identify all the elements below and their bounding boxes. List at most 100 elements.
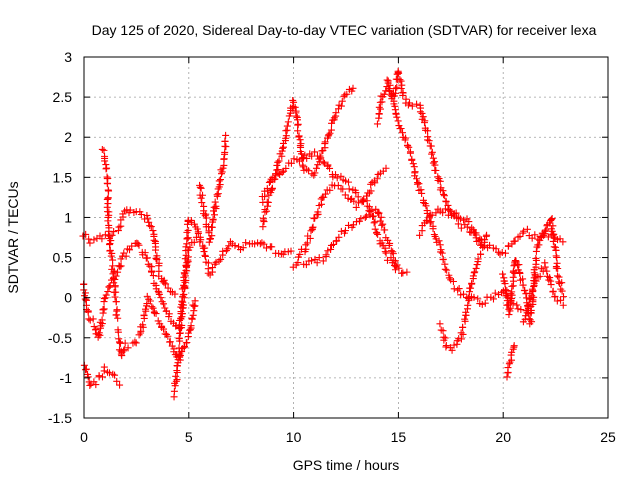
data-point-marker <box>157 294 165 302</box>
x-tick-label: 10 <box>286 429 302 445</box>
data-point-marker <box>197 184 205 192</box>
data-point-marker <box>442 343 450 351</box>
data-point-marker <box>107 252 115 260</box>
data-point-marker <box>86 239 94 247</box>
data-point-marker <box>200 248 208 256</box>
series-track-8 <box>259 84 357 231</box>
data-point-marker <box>333 174 341 182</box>
data-point-marker <box>191 297 199 305</box>
data-point-marker <box>504 364 512 372</box>
data-point-marker <box>140 312 148 320</box>
data-point-marker <box>540 231 548 239</box>
y-tick-label: 1.5 <box>53 169 73 185</box>
data-point-marker <box>424 127 432 135</box>
data-point-marker <box>448 346 456 354</box>
data-point-marker <box>95 329 103 337</box>
x-tick-label: 5 <box>185 429 193 445</box>
data-point-marker <box>472 264 480 272</box>
data-point-marker <box>441 205 449 213</box>
data-point-marker <box>289 96 297 104</box>
data-point-marker <box>474 295 482 303</box>
data-point-marker <box>160 300 168 308</box>
data-point-marker <box>135 241 143 249</box>
data-point-marker <box>296 136 304 144</box>
data-point-marker <box>194 228 202 236</box>
data-point-marker <box>160 279 168 287</box>
data-point-marker <box>210 203 218 211</box>
data-point-marker <box>260 240 268 248</box>
data-point-marker <box>394 117 402 125</box>
data-point-marker <box>373 120 381 128</box>
data-point-marker <box>505 311 513 319</box>
data-point-marker <box>201 252 209 260</box>
data-point-marker <box>345 178 353 186</box>
data-point-marker <box>439 327 447 335</box>
data-point-marker <box>406 149 414 157</box>
data-point-marker <box>320 159 328 167</box>
data-point-marker <box>120 347 128 355</box>
data-point-marker <box>145 295 153 303</box>
data-point-marker <box>204 269 212 277</box>
data-point-marker <box>148 268 156 276</box>
data-point-marker <box>182 272 190 280</box>
data-point-marker <box>536 272 544 280</box>
data-point-marker <box>321 190 329 198</box>
x-tick-label: 15 <box>391 429 407 445</box>
data-point-marker <box>385 241 393 249</box>
data-point-marker <box>278 168 286 176</box>
data-point-marker <box>305 167 313 175</box>
data-point-marker <box>239 244 247 252</box>
data-point-marker <box>350 197 358 205</box>
data-point-marker <box>98 316 106 324</box>
data-point-marker <box>367 187 375 195</box>
data-point-marker <box>105 369 113 377</box>
data-point-marker <box>449 277 457 285</box>
data-point-marker <box>439 187 447 195</box>
data-point-marker <box>455 285 463 293</box>
data-point-marker <box>439 209 447 217</box>
data-markers <box>79 67 568 401</box>
data-point-marker <box>409 160 417 168</box>
data-point-marker <box>462 308 470 316</box>
data-point-marker <box>480 242 488 250</box>
data-point-marker <box>415 180 423 188</box>
data-point-marker <box>146 222 154 230</box>
data-point-marker <box>501 249 509 257</box>
data-point-marker <box>454 286 462 294</box>
data-point-marker <box>100 363 108 371</box>
data-point-marker <box>546 274 554 282</box>
data-point-marker <box>86 381 94 389</box>
data-point-marker <box>188 315 196 323</box>
data-point-marker <box>377 92 385 100</box>
data-point-marker <box>483 231 491 239</box>
data-point-marker <box>303 154 311 162</box>
data-point-marker <box>320 193 328 201</box>
data-point-marker <box>324 161 332 169</box>
data-point-marker <box>402 134 410 142</box>
data-point-marker <box>81 295 89 303</box>
data-point-marker <box>389 248 397 256</box>
data-point-marker <box>492 245 500 253</box>
y-tick-label: 3 <box>64 49 72 65</box>
data-point-marker <box>459 323 467 331</box>
data-point-marker <box>299 163 307 171</box>
data-point-marker <box>474 255 482 263</box>
data-point-marker <box>152 255 160 263</box>
data-point-marker <box>190 302 198 310</box>
data-point-marker <box>378 98 386 106</box>
data-point-marker <box>470 293 478 301</box>
data-point-marker <box>143 254 151 262</box>
data-point-marker <box>413 175 421 183</box>
data-point-marker <box>440 192 448 200</box>
data-point-marker <box>196 183 204 191</box>
data-point-marker <box>104 217 112 225</box>
data-point-marker <box>363 192 371 200</box>
data-point-marker <box>377 213 385 221</box>
data-point-marker <box>306 234 314 242</box>
data-point-marker <box>393 261 401 269</box>
data-point-marker <box>126 246 134 254</box>
data-point-marker <box>187 322 195 330</box>
data-point-marker <box>405 143 413 151</box>
data-point-marker <box>143 292 151 300</box>
data-point-marker <box>428 148 436 156</box>
